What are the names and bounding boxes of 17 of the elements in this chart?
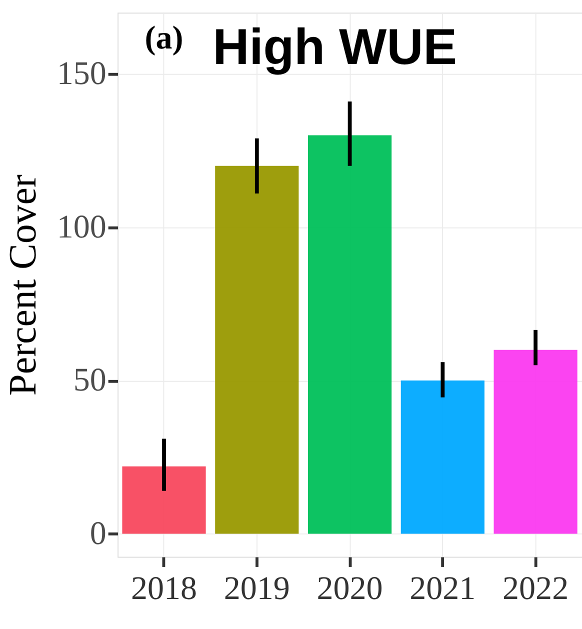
y-tick-label: 150 <box>56 56 106 92</box>
chart-title: High WUE <box>212 18 457 76</box>
x-tick-label: 2018 <box>130 571 198 608</box>
y-axis-title: Percent Cover <box>1 174 44 396</box>
y-tick-label: 100 <box>56 209 106 246</box>
bar <box>215 166 299 534</box>
y-tick-label: 50 <box>73 362 106 399</box>
x-tick-label: 2020 <box>316 571 383 608</box>
bar <box>122 466 206 534</box>
bar <box>308 135 392 534</box>
x-tick-label: 2019 <box>224 571 290 608</box>
y-tick-label: 0 <box>90 516 106 552</box>
x-tick-label: 2021 <box>410 571 476 608</box>
x-tick-label: 2022 <box>502 571 569 608</box>
bar <box>400 380 484 534</box>
annotation: (a) <box>144 20 184 57</box>
bar <box>494 350 578 534</box>
